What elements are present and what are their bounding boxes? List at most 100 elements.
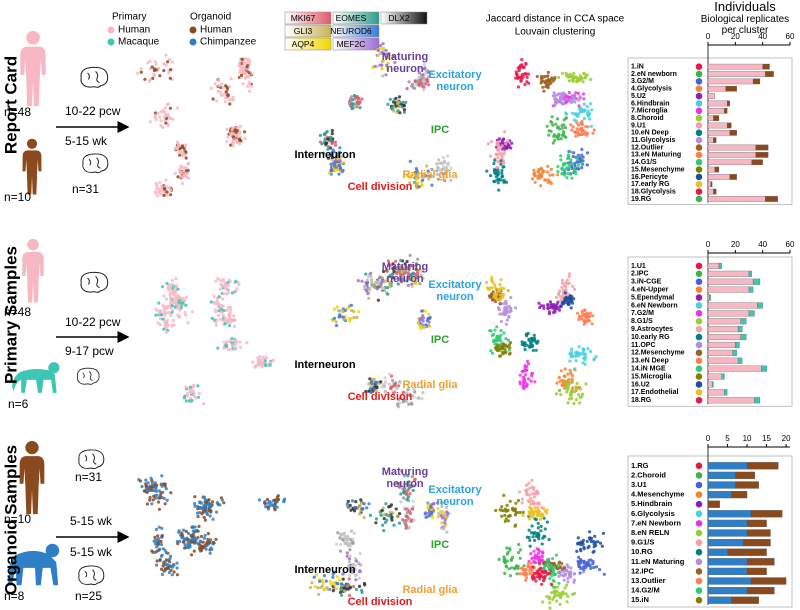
tsne-point (138, 479, 143, 483)
tsne-point (580, 309, 584, 313)
cluster-dot (695, 85, 703, 93)
tsne-point (552, 573, 557, 577)
tsne-point (585, 319, 589, 323)
tsne-point (154, 114, 158, 118)
tsne-point (533, 380, 537, 384)
tsne-point (358, 552, 362, 556)
tsne-point (533, 561, 538, 565)
tsne-point (577, 564, 581, 569)
tsne-point (164, 178, 168, 182)
tsne-point (517, 550, 521, 555)
cluster-dot (695, 63, 703, 70)
tsne-point (501, 138, 505, 142)
tsne-point (375, 385, 379, 389)
tsne-point (423, 309, 427, 313)
tsne-point (424, 515, 428, 520)
tsne-point (553, 94, 557, 98)
tsne-point (368, 387, 372, 391)
tsne-point (352, 531, 356, 536)
tsne-point (581, 347, 585, 351)
cluster-dot (695, 129, 703, 137)
tsne-point (504, 350, 508, 355)
cluster-dot (695, 166, 703, 173)
category-label: 14.G2/M (631, 586, 660, 595)
tsne-point (414, 181, 418, 185)
tsne-point (571, 125, 575, 129)
tsne-point (194, 396, 198, 400)
tsne-point (436, 168, 440, 172)
tsne-point (549, 167, 553, 171)
tsne-point (168, 554, 173, 558)
tsne-point (407, 80, 411, 84)
tsne-point (218, 278, 222, 282)
tsne-point (430, 174, 434, 178)
bar-segment (707, 100, 728, 107)
tsne-point (158, 181, 162, 185)
tsne-point (171, 283, 175, 287)
tsne-point (385, 52, 389, 56)
tsne-point (522, 66, 526, 70)
tsne-point (238, 124, 242, 129)
tsne-point (326, 587, 330, 591)
tsne-point (559, 596, 563, 600)
tsne-point (589, 349, 593, 354)
tsne-point (245, 65, 249, 69)
tsne-point (382, 383, 386, 387)
tsne-point (514, 501, 518, 505)
tsne-point (598, 568, 602, 572)
tsne-point (445, 505, 449, 509)
tsne-point (570, 374, 575, 378)
tsne-point (353, 509, 357, 513)
tsne-point (550, 591, 554, 595)
tsne-point (385, 63, 389, 67)
tsne-point (209, 503, 213, 507)
tsne-point (562, 102, 566, 106)
tsne-point (385, 518, 389, 522)
tsne-point (417, 185, 421, 189)
tsne-point (153, 542, 157, 546)
tsne-point (497, 335, 501, 339)
tsne-point (527, 481, 531, 485)
tsne-point (543, 178, 547, 182)
tsne-point (348, 586, 352, 590)
cluster-dot (695, 529, 703, 537)
bar-segment (761, 365, 767, 372)
tsne-point (591, 550, 595, 554)
tsne-point (495, 297, 499, 302)
tsne-point (428, 324, 432, 328)
tsne-point (589, 77, 593, 82)
tsne-point (162, 115, 166, 119)
tsne-point (335, 575, 339, 579)
tsne-point (313, 584, 317, 589)
tsne-point (403, 486, 407, 490)
gene-box (284, 11, 332, 25)
tsne-point (442, 165, 446, 169)
bar-segment (707, 115, 714, 121)
tsne-point (407, 387, 411, 391)
tsne-point (146, 61, 150, 65)
tsne-point (211, 540, 215, 545)
tsne-point (414, 177, 418, 182)
tsne-point (212, 294, 216, 298)
tsne-point (175, 573, 179, 577)
tsne-point (214, 308, 218, 312)
bar-segment (707, 270, 750, 277)
tsne-point (140, 484, 144, 489)
tsne-point (405, 514, 409, 519)
tsne-point (530, 371, 535, 375)
tsne-point (168, 292, 172, 296)
tsne-point (186, 162, 190, 166)
tsne-point (567, 162, 572, 166)
tsne-point (205, 512, 209, 517)
tsne-point (340, 161, 344, 165)
bar-segment (737, 326, 743, 333)
tsne-point (164, 53, 168, 57)
tsne-point (196, 529, 200, 533)
tsne-point (185, 545, 189, 549)
cluster-dot (695, 78, 703, 85)
tsne-point (338, 314, 342, 319)
tsne-point (230, 128, 234, 132)
tsne-point (170, 324, 174, 328)
tsne-point (553, 97, 557, 101)
tsne-point (557, 375, 561, 380)
